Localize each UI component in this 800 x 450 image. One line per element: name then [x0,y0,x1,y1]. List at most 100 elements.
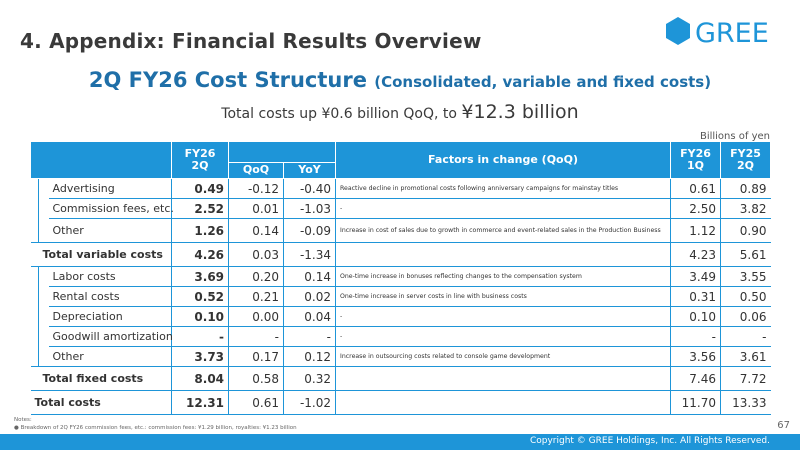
cell-prev-quarter: - [670,326,721,347]
cell-factor [335,242,671,267]
cell-prev-year: 0.06 [720,306,771,327]
cell-factor: One-time increase in server costs in lin… [335,286,671,307]
cell-current: 8.04 [171,366,229,391]
page-title-sub: (Consolidated, variable and fixed costs) [374,73,712,91]
table-row: Commission fees, etc. 2.52 0.01 -1.03 - … [31,198,771,219]
cell-yoy: -0.40 [283,178,336,199]
table-row: Goodwill amortization - - - - - - [31,326,771,347]
page-title-main: 2Q FY26 Cost Structure [88,68,367,92]
cell-factor: One-time increase in bonuses reflecting … [335,266,671,287]
section-title: 4. Appendix: Financial Results Overview [20,29,482,53]
cell-factor [335,390,671,415]
cell-prev-quarter: 4.23 [670,242,721,267]
table-row: Rental costs 0.52 0.21 0.02 One-time inc… [31,286,771,307]
cell-yoy: 0.14 [283,266,336,287]
header-prev-quarter: FY26 1Q [670,141,722,179]
header-factors: Factors in change (QoQ) [335,141,672,179]
cell-current: 0.49 [171,178,229,199]
cell-current: 3.73 [171,346,229,367]
cell-factor: Reactive decline in promotional costs fo… [335,178,671,199]
cell-prev-year: 7.72 [720,366,771,391]
cell-prev-quarter: 0.10 [670,306,721,327]
cell-current: 2.52 [171,198,229,219]
cell-prev-quarter: 7.46 [670,366,721,391]
summary-prefix: Total costs up ¥0.6 billion QoQ, to [221,106,462,122]
cell-qoq: 0.03 [228,242,284,267]
cell-factor [335,366,671,391]
cell-qoq: 0.61 [228,390,284,415]
logo-wordmark: GREE [695,18,769,46]
summary-line: Total costs up ¥0.6 billion QoQ, to ¥12.… [0,101,800,123]
header-current: FY26 2Q [171,141,230,179]
cell-qoq: -0.12 [228,178,284,199]
cell-prev-quarter: 3.56 [670,346,721,367]
cell-qoq: 0.14 [228,218,284,243]
cell-yoy: -1.34 [283,242,336,267]
cell-prev-year: 3.61 [720,346,771,367]
cell-current: 3.69 [171,266,229,287]
row-label: Total costs [30,390,172,415]
row-label: Other [48,218,172,243]
notes: Notes: ● Breakdown of 2Q FY26 commission… [14,417,297,432]
header-prev-year: FY25 2Q [720,141,772,179]
notes-item: ● Breakdown of 2Q FY26 commission fees, … [14,424,297,431]
table-row: Depreciation 0.10 0.00 0.04 - 0.10 0.06 [31,306,771,327]
cell-prev-year: 3.55 [720,266,771,287]
row-label: Labor costs [48,266,172,287]
header-qoq: QoQ [228,162,285,179]
cell-current: 0.10 [171,306,229,327]
cell-prev-quarter: 3.49 [670,266,721,287]
table-row: Other 1.26 0.14 -0.09 Increase in cost o… [30,218,771,243]
cell-prev-year: 0.89 [720,178,771,199]
table-row-grand-total: Total costs 12.31 0.61 -1.02 11.70 13.33 [30,390,771,415]
cell-qoq: 0.01 [228,198,284,219]
row-label: Total fixed costs [38,366,172,391]
copyright: Copyright © GREE Holdings, Inc. All Righ… [529,436,770,446]
row-label: Commission fees, etc. [48,198,174,219]
row-label: Depreciation [48,306,172,327]
cell-prev-quarter: 0.31 [670,286,721,307]
cell-yoy: 0.12 [283,346,336,367]
notes-item-text: Breakdown of 2Q FY26 commission fees, et… [20,424,297,431]
cell-yoy: -0.09 [283,218,336,243]
hexagon-icon [666,17,690,45]
cell-yoy: 0.32 [283,366,336,391]
row-label: Other [48,346,172,367]
cell-prev-year: 0.50 [720,286,771,307]
cell-prev-year: - [720,326,771,347]
cell-prev-year: 3.82 [720,198,771,219]
cell-prev-quarter: 1.12 [670,218,721,243]
cell-qoq: 0.17 [228,346,284,367]
cell-yoy: - [283,326,336,347]
cell-prev-quarter: 0.61 [670,178,721,199]
table-row: Labor costs 3.69 0.20 0.14 One-time incr… [31,266,771,287]
table-row: Advertising 0.49 -0.12 -0.40 Reactive de… [31,178,771,199]
cell-qoq: 0.20 [228,266,284,287]
cell-yoy: 0.04 [283,306,336,327]
table-row-total-fixed: Total fixed costs 8.04 0.58 0.32 7.46 7.… [30,366,771,391]
cell-factor: - [335,306,671,327]
notes-title: Notes: [14,417,32,423]
cell-qoq: 0.00 [228,306,284,327]
cell-prev-year: 5.61 [720,242,771,267]
cell-current: 0.52 [171,286,229,307]
page-title: 2Q FY26 Cost Structure (Consolidated, va… [0,68,800,92]
table-row-total-variable: Total variable costs 4.26 0.03 -1.34 4.2… [30,242,771,267]
cell-prev-year: 0.90 [720,218,771,243]
cell-factor: Increase in outsourcing costs related to… [335,346,671,367]
row-label: Goodwill amortization [48,326,173,347]
row-label: Advertising [48,178,172,199]
cell-factor: - [335,326,671,347]
gree-logo: GREE [664,16,780,46]
footer-bar: Copyright © GREE Holdings, Inc. All Righ… [0,434,800,450]
row-label: Total variable costs [38,242,172,267]
table-row: Other 3.73 0.17 0.12 Increase in outsour… [30,346,771,367]
row-label: Rental costs [48,286,172,307]
cell-yoy: -1.03 [283,198,336,219]
cell-prev-year: 13.33 [720,390,771,415]
cost-structure-table: FY26 2Q Factors in change (QoQ) FY26 1Q … [29,141,772,415]
cell-qoq: 0.58 [228,366,284,391]
cell-prev-quarter: 2.50 [670,198,721,219]
cell-yoy: -1.02 [283,390,336,415]
cell-current: 12.31 [171,390,229,415]
